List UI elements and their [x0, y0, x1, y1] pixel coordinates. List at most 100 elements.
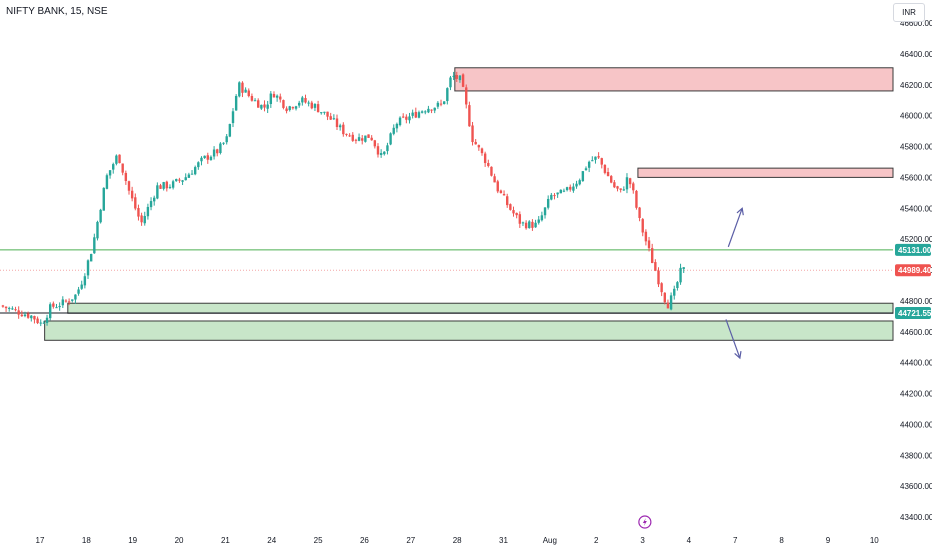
candle-body: [127, 181, 131, 191]
x-tick-label: 9: [826, 536, 831, 545]
candle-body: [518, 214, 522, 224]
candle-body: [209, 156, 213, 161]
candle-body: [348, 135, 351, 137]
candle-body: [316, 104, 320, 113]
candle-body: [654, 262, 657, 271]
candle-body: [297, 102, 301, 106]
candle-body: [338, 125, 342, 128]
candle-body: [471, 125, 474, 143]
candle-body: [99, 209, 102, 223]
candle-body: [632, 183, 635, 191]
candle-body: [212, 149, 216, 157]
candle-body: [193, 167, 197, 175]
y-tick-label: 43600.00: [900, 482, 932, 491]
candle-body: [502, 193, 506, 196]
price-tag-label: 44989.40: [898, 266, 932, 275]
candle-body: [553, 195, 556, 197]
candle-body: [474, 141, 477, 145]
candle-body: [134, 197, 137, 209]
price-tag-0: [895, 243, 931, 256]
candle-body: [146, 206, 150, 217]
candle-body: [616, 186, 619, 189]
candle-body: [364, 135, 367, 142]
x-tick-label: 2: [594, 536, 599, 545]
candle-body: [203, 155, 206, 159]
candle-body: [77, 289, 80, 294]
candle-body: [162, 182, 165, 189]
candle-body: [247, 90, 250, 97]
candle-body: [137, 208, 140, 217]
x-tick-label: 17: [36, 536, 45, 545]
candle-body: [80, 284, 83, 289]
y-tick-label: 43800.00: [900, 451, 932, 460]
candle-body: [197, 162, 200, 168]
candle-body: [398, 117, 402, 126]
candle-body: [389, 133, 392, 145]
candle-body: [253, 100, 257, 102]
arrow_up-head-0[interactable]: [736, 207, 744, 216]
candle-body: [313, 103, 317, 108]
x-tick-label: 31: [499, 536, 508, 545]
y-tick-label: 45600.00: [900, 173, 932, 182]
candle-body: [67, 301, 71, 303]
candle-body: [509, 204, 512, 210]
candle-body: [159, 185, 162, 189]
arrow_up-line-0[interactable]: [727, 208, 743, 248]
candle-body: [216, 149, 219, 154]
demand-zone-3[interactable]: [44, 320, 894, 341]
candle-body: [647, 240, 651, 249]
supply-zone-0[interactable]: [454, 67, 894, 92]
candle-body: [370, 137, 373, 141]
candle-body: [130, 190, 134, 199]
candle-body: [663, 292, 666, 303]
candle-body: [610, 176, 613, 183]
candle-body: [23, 314, 27, 317]
x-tick-label: Aug: [543, 536, 557, 545]
arrow_down-line-1[interactable]: [725, 319, 741, 359]
candle-body: [483, 153, 487, 164]
candle-body: [108, 170, 112, 176]
x-tick-label: 26: [360, 536, 369, 545]
candle-body: [257, 100, 260, 108]
currency-button[interactable]: INR: [893, 3, 925, 22]
candle-body: [660, 283, 663, 293]
candle-body: [682, 267, 685, 269]
candle-body: [20, 314, 24, 317]
candle-body: [335, 118, 339, 128]
candle-body: [71, 299, 74, 301]
demand-zone-2[interactable]: [67, 302, 894, 314]
candle-body: [458, 75, 462, 81]
candle-body: [439, 103, 443, 105]
y-tick-label: 44200.00: [900, 390, 932, 399]
candle-body: [411, 112, 414, 116]
candle-body: [383, 151, 386, 155]
candle-body: [528, 221, 531, 229]
candle-body: [376, 146, 380, 155]
candle-body: [143, 215, 146, 224]
candle-body: [379, 153, 383, 155]
candle-body: [613, 182, 616, 188]
arrow_down-head-1[interactable]: [734, 351, 742, 360]
candle-body: [231, 111, 235, 124]
candle-body: [679, 267, 682, 283]
candle-body: [461, 74, 465, 87]
candle-body: [455, 74, 458, 79]
candle-body: [118, 154, 121, 164]
candle-body: [556, 192, 559, 195]
candle-body: [543, 207, 547, 216]
candle-body: [420, 111, 424, 113]
supply-zone-1[interactable]: [637, 167, 894, 178]
candle-body: [275, 95, 279, 98]
candle-body: [468, 105, 471, 127]
candle-body: [546, 198, 550, 208]
candle-body: [408, 116, 411, 121]
candle-body: [14, 309, 17, 311]
y-tick-label: 45800.00: [900, 143, 932, 152]
candle-body: [288, 106, 291, 111]
candle-body: [449, 77, 452, 88]
x-tick-label: 20: [175, 536, 184, 545]
candle-body: [4, 306, 8, 309]
candle-body: [565, 187, 569, 191]
x-tick-label: 3: [640, 536, 645, 545]
